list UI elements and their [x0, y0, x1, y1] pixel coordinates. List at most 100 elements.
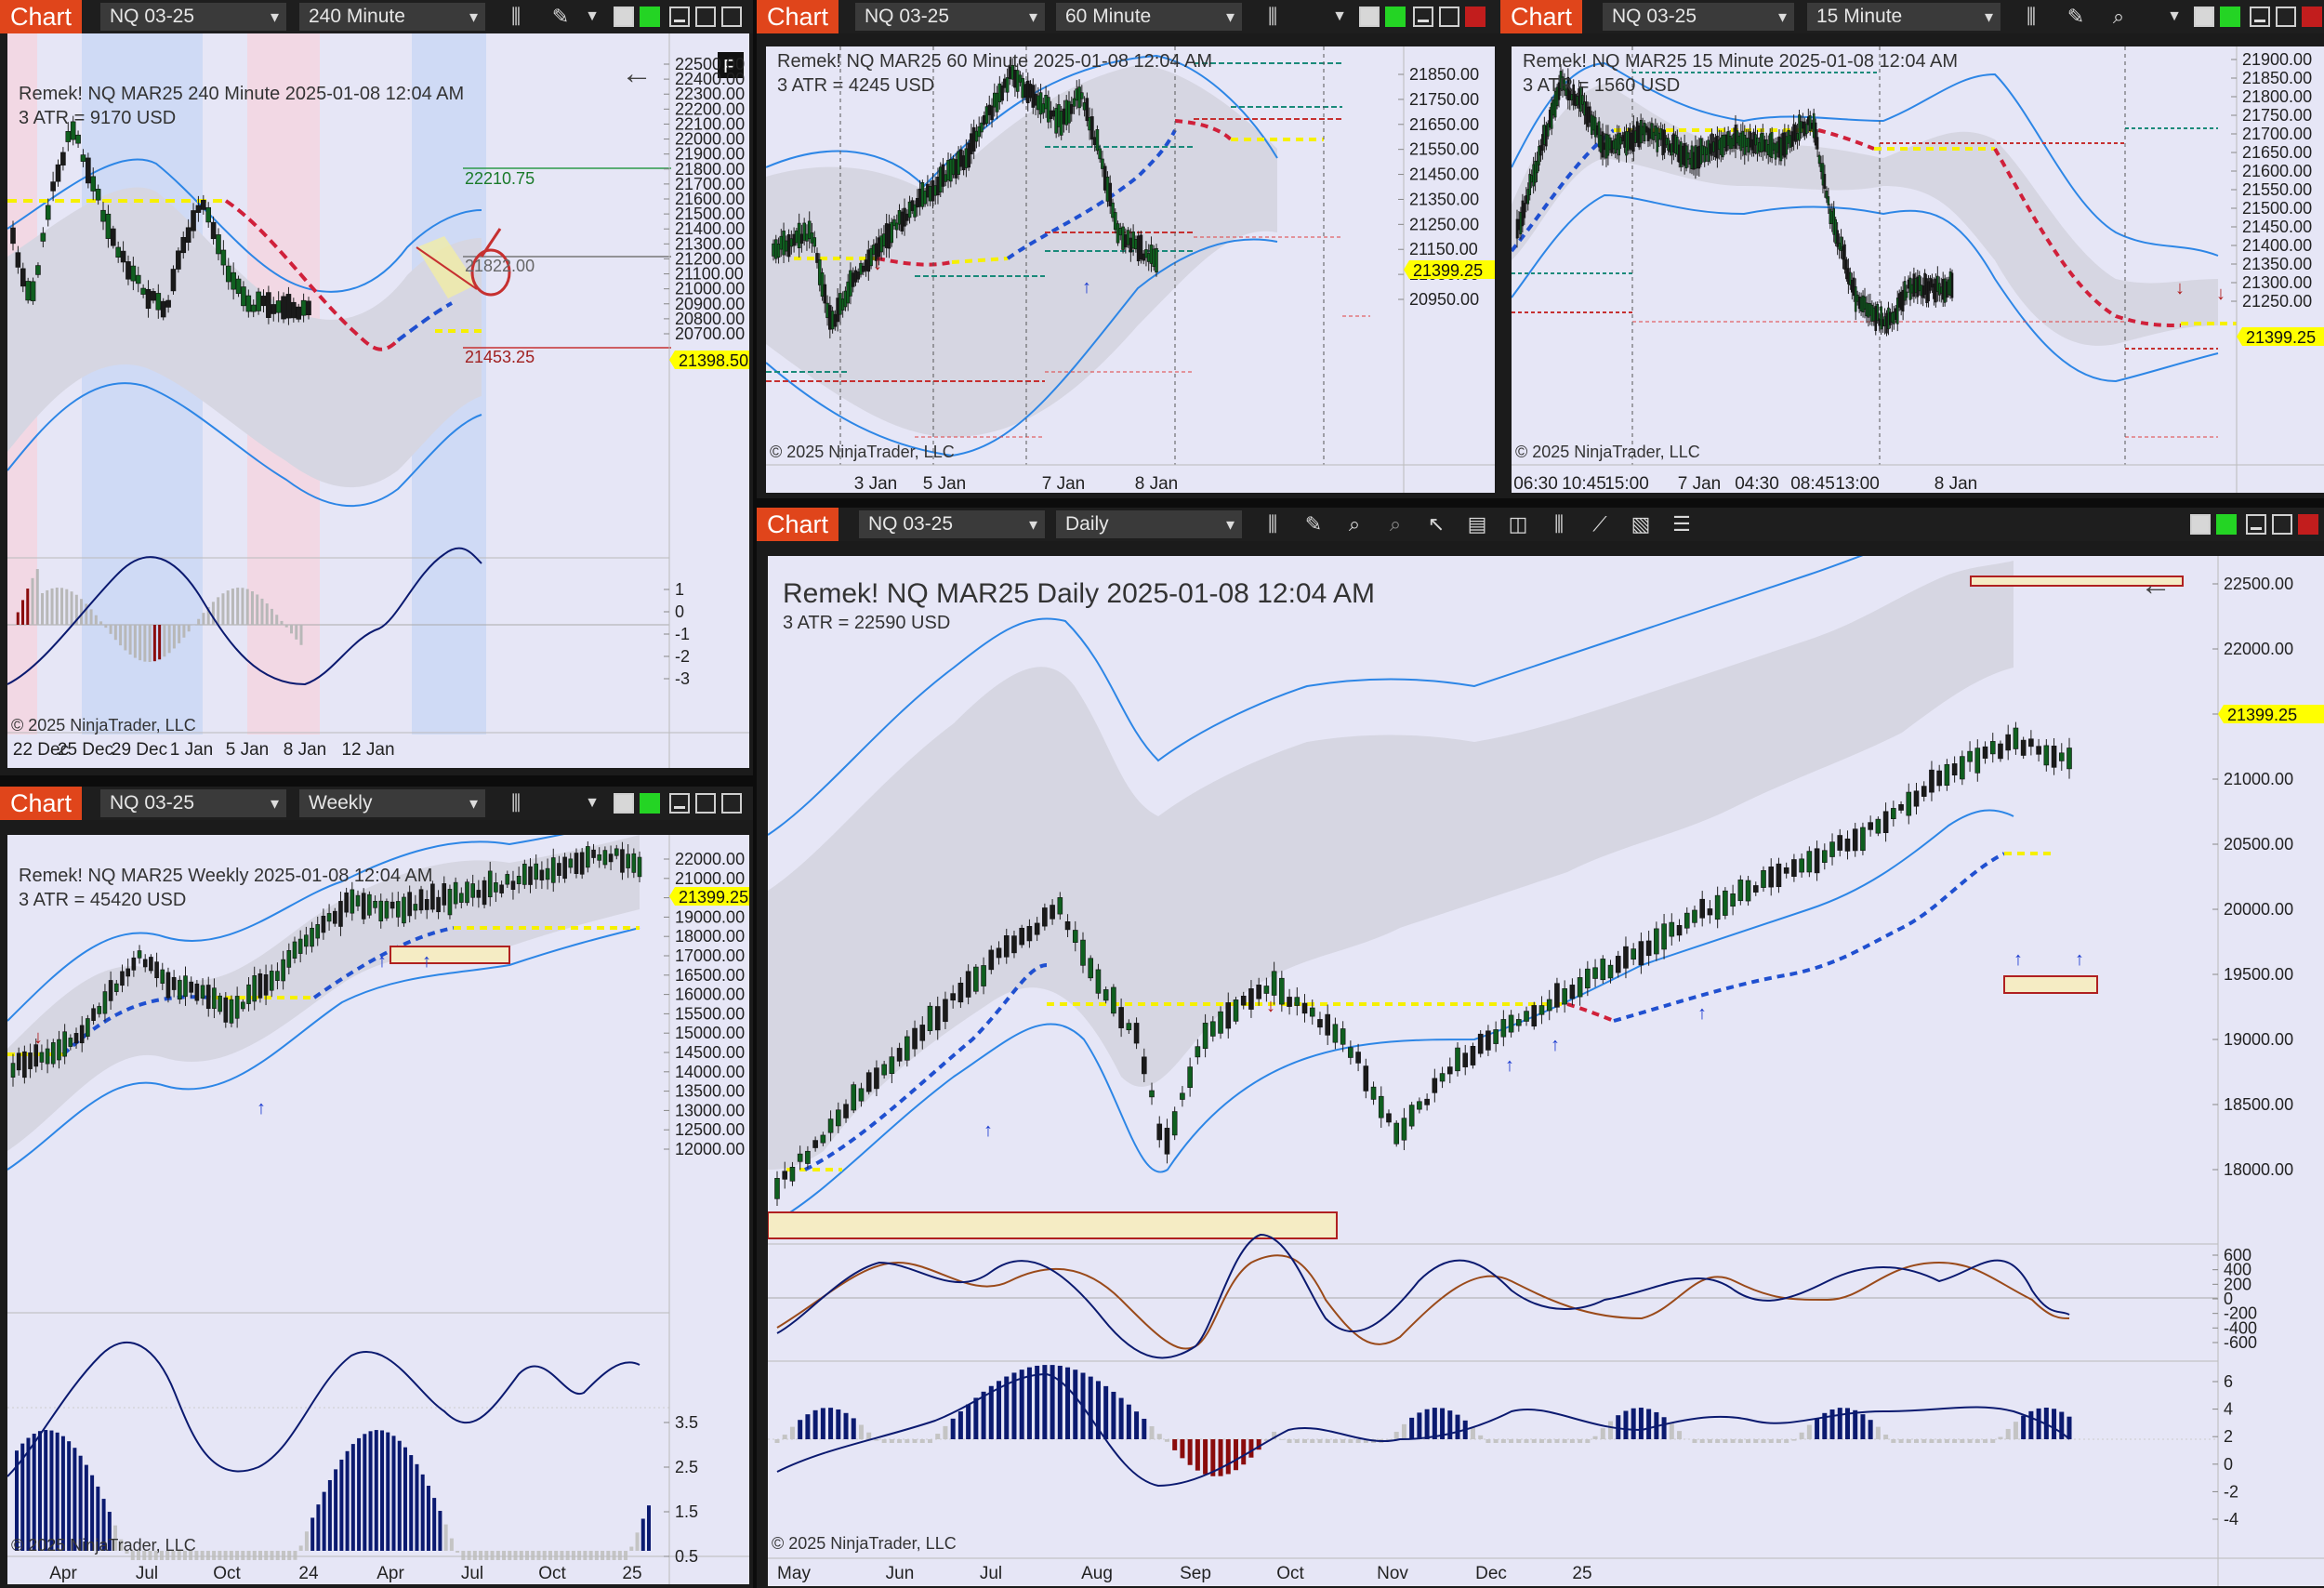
interval-selector[interactable]: 240 Minute ▾ — [299, 3, 485, 31]
interval-selector[interactable]: Daily ▾ — [1056, 510, 1242, 538]
minimize-icon[interactable] — [2246, 514, 2266, 535]
link-gray-icon[interactable] — [2190, 514, 2211, 535]
minimize-icon[interactable] — [669, 793, 690, 814]
histogram-bar — [391, 1436, 396, 1551]
strategies-icon[interactable]: ⟋ — [1592, 512, 1607, 536]
link-green-icon[interactable] — [640, 793, 660, 814]
chart-area[interactable]: ↓ ↑ ↑ ↑ Remek! NQ MAR25 Weekly 2025-01-0… — [7, 835, 749, 1584]
close-icon[interactable] — [1465, 7, 1486, 27]
maximize-icon[interactable] — [2272, 514, 2292, 535]
candle-body — [1882, 811, 1889, 833]
candle-body — [568, 858, 574, 868]
link-green-icon[interactable] — [640, 7, 660, 27]
templates-icon[interactable]: ▧ — [1631, 512, 1651, 536]
close-icon[interactable] — [2298, 514, 2318, 535]
bar-style-icon[interactable]: ⫼ — [510, 791, 522, 814]
histogram-bar — [80, 599, 84, 625]
chevron-down-icon[interactable]: ▼ — [585, 795, 600, 811]
maximize-icon[interactable] — [695, 7, 716, 27]
instrument-selector[interactable]: NQ 03-25 ▾ — [855, 3, 1045, 31]
bar-style-icon[interactable]: ⫼ — [1267, 512, 1278, 536]
zoom-in-icon[interactable]: ⌕ — [2112, 5, 2125, 28]
candle-body — [95, 189, 101, 201]
candle-body — [1528, 174, 1532, 195]
minimize-icon[interactable] — [1413, 7, 1433, 27]
back-arrow-icon[interactable]: ← — [2140, 567, 2172, 602]
chart-area[interactable]: ↓ ↑ ↑ ↑ ↑ ↑ ↑ ← Remek! NQ MAR25 Daily 20… — [768, 556, 2324, 1586]
candle-body — [1164, 1128, 1170, 1155]
back-arrow-icon[interactable]: ← — [621, 56, 653, 91]
chart-menu-button[interactable]: Chart — [0, 0, 83, 33]
maximize-icon[interactable] — [695, 793, 716, 814]
indicators-icon[interactable]: ⫼ — [1553, 512, 1565, 536]
drawing-tools-icon[interactable]: ✎ — [2067, 5, 2085, 28]
instrument-selector[interactable]: NQ 03-25 ▾ — [100, 789, 286, 817]
axis-label: 13000.00 — [675, 1101, 745, 1119]
chart-menu-button[interactable]: Chart — [0, 787, 83, 820]
interval-selector[interactable]: Weekly ▾ — [299, 789, 485, 817]
candle-body — [805, 1150, 811, 1164]
drawing-tools-icon[interactable]: ✎ — [551, 5, 570, 28]
axis-label: 21100.00 — [675, 265, 744, 284]
zoom-out-icon[interactable]: ⌕ — [1389, 512, 1402, 536]
down-arrow-icon: ↓ — [2175, 278, 2185, 298]
restore-icon[interactable] — [721, 7, 742, 27]
link-gray-icon[interactable] — [614, 7, 634, 27]
candle-body — [1477, 1033, 1484, 1054]
instrument-selector[interactable]: NQ 03-25 ▾ — [1603, 3, 1794, 31]
blue-trend-line — [61, 995, 213, 1056]
restore-icon[interactable] — [721, 793, 742, 814]
candle-body — [1332, 1024, 1339, 1043]
data-box-icon[interactable]: ▤ — [1467, 512, 1487, 536]
histogram-bar — [828, 1408, 834, 1439]
list-icon[interactable]: ☰ — [1672, 512, 1691, 536]
link-green-icon[interactable] — [1385, 7, 1406, 27]
chart-area[interactable]: Remek! NQ MAR25 240 Minute 2025-01-08 12… — [7, 33, 749, 768]
pointer-icon[interactable]: ↖ — [1427, 512, 1446, 536]
maximize-icon[interactable] — [2276, 7, 2296, 27]
minimize-icon[interactable] — [2250, 7, 2270, 27]
instrument-selector[interactable]: NQ 03-25 ▾ — [859, 510, 1045, 538]
copyright: © 2025 NinjaTrader, LLC — [11, 716, 196, 734]
histogram-bar — [403, 1447, 407, 1551]
candle-body — [620, 849, 625, 873]
candle-body — [465, 881, 469, 904]
link-gray-icon[interactable] — [2194, 7, 2214, 27]
zoom-in-icon[interactable]: ⌕ — [1348, 512, 1361, 536]
maximize-icon[interactable] — [1439, 7, 1459, 27]
chart-area[interactable]: ↓ ↑ Remek! NQ MAR25 60 Minute 2025-01-08… — [766, 46, 1495, 493]
bar-style-icon[interactable]: ⫼ — [1267, 5, 1278, 28]
chart-area[interactable]: ↓ ↓ Remek! NQ MAR25 15 Minute 2025-01-08… — [1512, 46, 2324, 493]
histogram-bar — [1829, 1409, 1835, 1439]
link-gray-icon[interactable] — [614, 793, 634, 814]
link-green-icon[interactable] — [2216, 514, 2237, 535]
close-icon[interactable] — [2302, 7, 2322, 27]
link-green-icon[interactable] — [2220, 7, 2240, 27]
histogram-bar — [182, 625, 186, 638]
drawing-tools-icon[interactable]: ✎ — [1304, 512, 1323, 536]
candle-body — [373, 901, 377, 908]
bar-style-icon[interactable]: ⫼ — [510, 5, 522, 28]
chart-menu-button[interactable]: Chart — [757, 508, 839, 541]
flag-button[interactable] — [718, 52, 744, 78]
interval-selector[interactable]: 15 Minute ▾ — [1807, 3, 2000, 31]
chart-menu-button[interactable]: Chart — [757, 0, 839, 33]
minimize-icon[interactable] — [669, 7, 690, 27]
chevron-down-icon[interactable]: ▼ — [2167, 8, 2182, 24]
bar-style-icon[interactable]: ⫼ — [2026, 5, 2037, 28]
chevron-down-icon[interactable]: ▼ — [1332, 8, 1347, 24]
instrument-selector[interactable]: NQ 03-25 ▾ — [100, 3, 286, 31]
chevron-down-icon[interactable]: ▼ — [585, 8, 600, 24]
link-gray-icon[interactable] — [1359, 7, 1380, 27]
candle-body — [912, 1027, 918, 1050]
histogram-bar — [1776, 1439, 1781, 1443]
candle-body — [1581, 95, 1584, 105]
highlight-circle — [470, 248, 511, 297]
candle-body — [1080, 939, 1086, 966]
interval-selector[interactable]: 60 Minute ▾ — [1056, 3, 1242, 31]
histogram-bar — [1715, 1439, 1721, 1443]
chart-title: Remek! NQ MAR25 15 Minute 2025-01-08 12:… — [1523, 51, 1958, 72]
chart-menu-button[interactable]: Chart — [1500, 0, 1583, 33]
properties-icon[interactable]: ◫ — [1508, 512, 1528, 536]
